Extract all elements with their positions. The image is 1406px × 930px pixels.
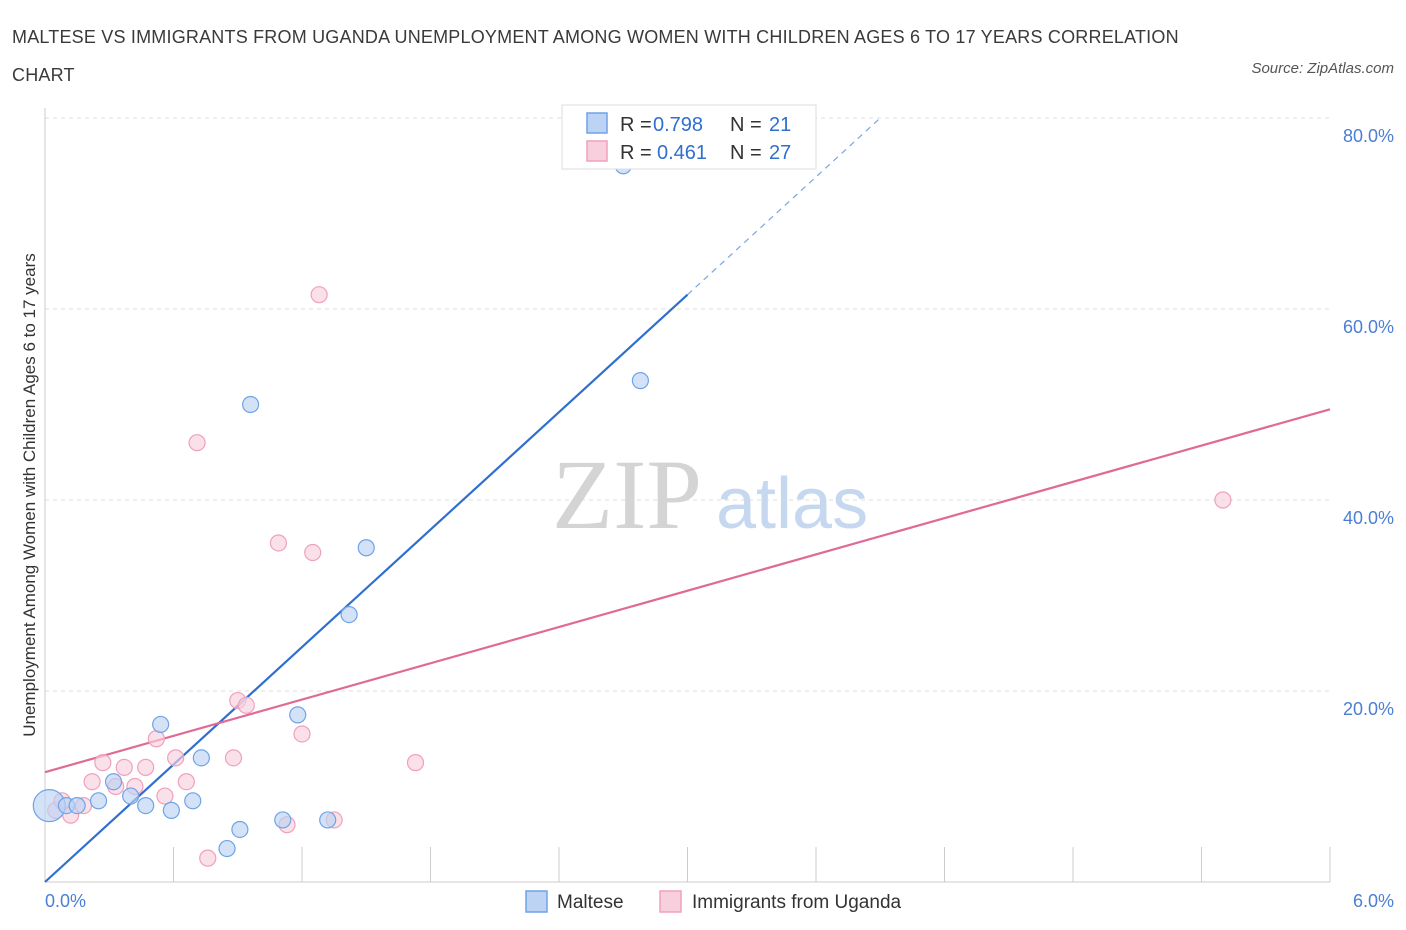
- point-uganda-4: [94, 754, 112, 772]
- bottom-legend: Maltese Immigrants from Uganda: [525, 890, 902, 913]
- point-uganda-20: [293, 725, 311, 743]
- point-maltese-17: [357, 539, 375, 557]
- point-maltese-4: [122, 787, 140, 805]
- point-uganda-6: [115, 758, 133, 777]
- trend-line-uganda: [44, 408, 1331, 774]
- legend-r-value-uganda: 0.461: [657, 142, 707, 164]
- point-uganda-9: [147, 730, 165, 748]
- watermark-zip: ZIP: [552, 439, 702, 550]
- y-tick-label-80: 80.0%: [1343, 126, 1394, 146]
- bottom-legend-label-uganda: Immigrants from Uganda: [692, 892, 902, 913]
- legend-swatch-uganda: [586, 140, 608, 162]
- point-maltese-6: [152, 715, 170, 734]
- trend-lines: [44, 117, 1331, 883]
- point-maltese-14: [289, 706, 307, 724]
- legend-r-label-uganda: R =: [620, 142, 652, 164]
- legend-n-value-maltese: 21: [769, 114, 791, 136]
- point-maltese-19: [631, 372, 649, 390]
- point-uganda-8: [137, 758, 155, 777]
- point-uganda-25: [1214, 491, 1232, 509]
- bottom-legend-label-maltese: Maltese: [557, 892, 624, 913]
- point-uganda-13: [188, 434, 206, 452]
- legend-swatch-maltese: [586, 112, 608, 134]
- point-maltese-2: [89, 792, 108, 810]
- point-uganda-22: [310, 286, 328, 304]
- point-uganda-15: [224, 749, 243, 767]
- point-uganda-3: [83, 773, 101, 791]
- x-tick-label-max: 6.0%: [1353, 891, 1394, 911]
- point-maltese-5: [137, 796, 155, 815]
- y-axis-title: Unemployment Among Women with Children A…: [20, 253, 39, 737]
- grid: [45, 117, 1330, 692]
- bottom-legend-swatch-uganda: [659, 890, 682, 913]
- point-maltese-11: [231, 820, 249, 839]
- point-uganda-21: [304, 543, 322, 562]
- point-maltese-16: [340, 605, 358, 624]
- point-uganda-11: [167, 749, 185, 767]
- watermark: ZIP atlas: [552, 439, 868, 550]
- point-uganda-12: [177, 773, 195, 791]
- watermark-atlas: atlas: [716, 464, 868, 544]
- point-uganda-18: [269, 534, 288, 552]
- legend-r-label-maltese: R =: [620, 114, 652, 136]
- legend-n-label-uganda: N =: [730, 142, 762, 164]
- point-uganda-10: [156, 787, 174, 805]
- legend-n-value-uganda: 27: [769, 142, 791, 164]
- y-tick-label-40: 40.0%: [1343, 508, 1394, 528]
- point-maltese-13: [274, 811, 292, 829]
- y-tick-label-20: 20.0%: [1343, 699, 1394, 719]
- legend: R = 0.798 N = 21 R = 0.461 N = 27: [561, 104, 817, 170]
- bottom-legend-swatch-maltese: [525, 890, 548, 913]
- trend-line-maltese: [44, 293, 689, 883]
- point-maltese-10: [218, 839, 236, 858]
- data-points: [32, 157, 1232, 867]
- point-maltese-9: [192, 749, 210, 767]
- point-uganda-17: [237, 696, 255, 714]
- ticks: 20.0% 40.0% 60.0% 80.0%: [44, 126, 1394, 882]
- point-maltese-3: [104, 773, 123, 791]
- point-maltese-8: [184, 792, 202, 810]
- y-tick-label-60: 60.0%: [1343, 317, 1394, 337]
- point-uganda-14: [199, 849, 217, 867]
- chart-source: Source: ZipAtlas.com: [1251, 60, 1394, 77]
- point-maltese-20: [68, 796, 86, 815]
- point-uganda-24: [406, 754, 425, 772]
- x-tick-label-min: 0.0%: [45, 891, 86, 911]
- point-maltese-7: [162, 801, 180, 819]
- legend-n-label-maltese: N =: [730, 114, 762, 136]
- point-maltese-12: [242, 395, 260, 414]
- chart-title: MALTESE VS IMMIGRANTS FROM UGANDA UNEMPL…: [12, 27, 1179, 85]
- legend-r-value-maltese: 0.798: [653, 114, 703, 136]
- point-maltese-15: [319, 811, 337, 829]
